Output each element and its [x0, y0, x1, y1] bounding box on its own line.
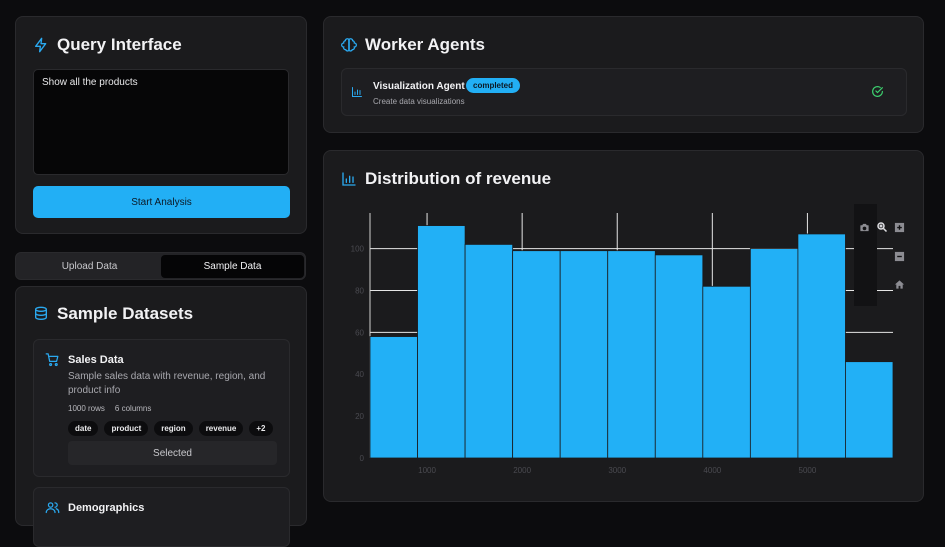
worker-agents-title: Worker Agents: [341, 35, 485, 55]
database-icon: [33, 306, 49, 322]
tab-upload-data[interactable]: Upload Data: [61, 261, 118, 272]
check-circle-icon: [871, 85, 884, 103]
sample-datasets-card: Sample Datasets Sales Data Sample sales …: [15, 286, 307, 547]
column-chip: region: [154, 421, 193, 436]
histogram-bar: [797, 233, 846, 459]
y-tick-label: 80: [355, 286, 364, 295]
zoom-out-icon[interactable]: [894, 251, 905, 265]
histogram-bar: [749, 248, 799, 459]
y-tick-label: 60: [355, 328, 364, 337]
revenue-chart-card: Distribution of revenue 0 20 40 60 80 100 1000…: [323, 150, 924, 502]
dataset-name: Sales Data: [68, 354, 124, 366]
dataset-name: Demographics: [68, 502, 145, 514]
chart-title-row: Distribution of revenue: [341, 169, 551, 189]
camera-icon[interactable]: [859, 222, 870, 236]
x-tick-label: 4000: [703, 466, 721, 475]
query-interface-card: Query Interface Show all the products St…: [15, 16, 307, 234]
dataset-item-demographics[interactable]: Demographics: [33, 487, 290, 547]
histogram-bar: [559, 250, 609, 459]
agent-row-visualization: Visualization Agent completed Create dat…: [341, 68, 907, 116]
worker-agents-card: Worker Agents Visualization Agent comple…: [323, 16, 924, 133]
brain-icon: [341, 37, 357, 53]
histogram-bar: [464, 244, 514, 459]
histogram-bar: [845, 361, 894, 459]
dataset-column-chips: date product region revenue +2: [68, 421, 273, 436]
column-chip: revenue: [198, 421, 244, 436]
agent-description: Create data visualizations: [373, 97, 465, 106]
dataset-meta: 1000 rows 6 columns: [68, 404, 151, 413]
start-analysis-button[interactable]: Start Analysis: [33, 186, 290, 218]
sample-datasets-heading: Sample Datasets: [57, 304, 194, 323]
y-tick-label: 100: [351, 245, 365, 254]
dataset-description: Sample sales data with revenue, region, …: [68, 371, 266, 396]
shopping-cart-icon: [45, 352, 60, 367]
query-input[interactable]: Show all the products: [33, 69, 289, 175]
y-tick-label: 0: [360, 454, 365, 463]
bar-chart-icon: [351, 86, 363, 98]
query-interface-heading: Query Interface: [57, 35, 182, 54]
histogram-bar: [512, 250, 561, 459]
x-tick-label: 1000: [418, 466, 436, 475]
histogram-bar: [702, 285, 751, 459]
dataset-item-sales-data[interactable]: Sales Data Sample sales data with revenu…: [33, 339, 290, 477]
agent-status-badge: completed: [466, 78, 521, 93]
revenue-histogram[interactable]: 0 20 40 60 80 100 1000 2000 3000 4000 5000: [324, 151, 925, 503]
data-source-tabs: Upload Data Sample Data: [15, 252, 306, 280]
column-chip-more: +2: [249, 421, 273, 436]
lightning-icon: [33, 37, 49, 53]
histogram-bar: [654, 254, 704, 459]
x-tick-label: 3000: [608, 466, 626, 475]
histogram-bar: [417, 225, 466, 459]
column-chip: date: [68, 421, 99, 436]
dataset-rows: 1000 rows: [68, 404, 105, 413]
x-tick-label: 2000: [513, 466, 531, 475]
bar-chart-icon: [341, 171, 357, 187]
dataset-columns: 6 columns: [114, 404, 152, 413]
y-tick-label: 20: [355, 412, 364, 421]
home-icon[interactable]: [894, 279, 905, 293]
query-interface-title: Query Interface: [33, 35, 182, 55]
chart-title: Distribution of revenue: [365, 169, 552, 188]
sample-datasets-title: Sample Datasets: [33, 304, 193, 324]
zoom-in-icon[interactable]: [894, 222, 905, 236]
users-icon: [45, 500, 60, 515]
x-tick-label: 5000: [799, 466, 817, 475]
tab-sample-data[interactable]: Sample Data: [161, 255, 304, 278]
histogram-bar: [607, 250, 656, 459]
histogram-bar: [369, 336, 418, 459]
dataset-selected-button[interactable]: Selected: [68, 441, 277, 465]
y-tick-label: 40: [355, 370, 364, 379]
column-chip: product: [104, 421, 149, 436]
zoom-icon[interactable]: [876, 221, 888, 236]
agent-name: Visualization Agent: [373, 81, 465, 92]
worker-agents-heading: Worker Agents: [365, 35, 485, 54]
